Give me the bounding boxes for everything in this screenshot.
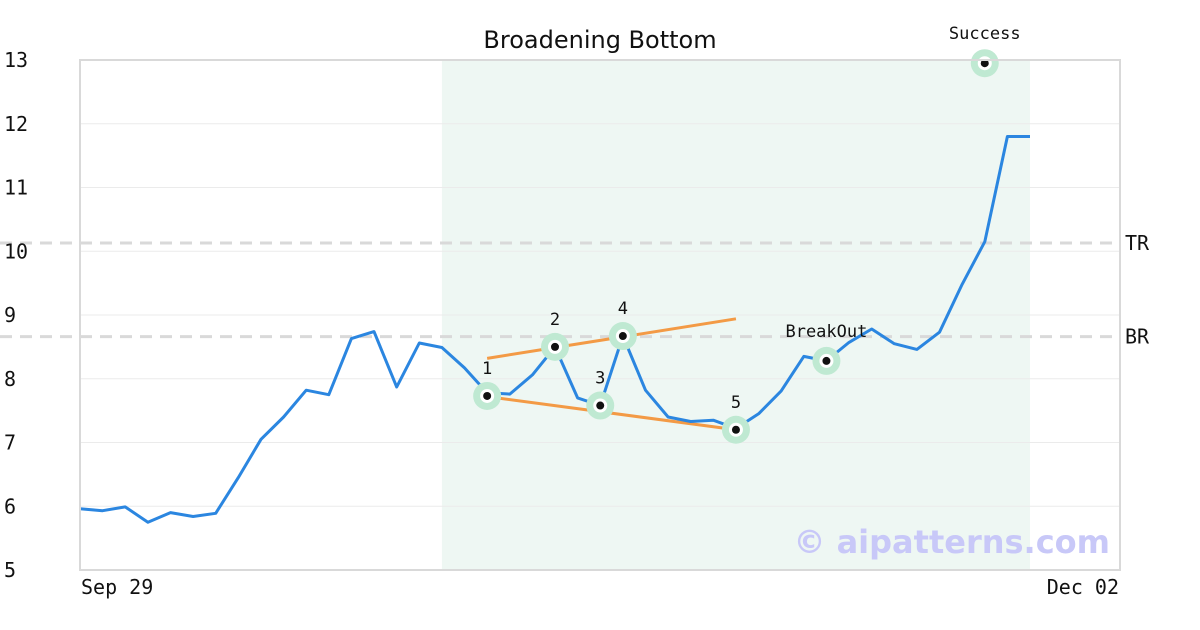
watermark: © aipatterns.com <box>793 523 1110 561</box>
y-tick-label: 12 <box>4 112 28 136</box>
point-label-3: 3 <box>595 369 605 389</box>
point-center-4 <box>618 332 627 341</box>
y-axis-ticks: 5 6 7 8 9 10 11 12 13 <box>4 48 28 582</box>
point-center-3 <box>596 401 605 410</box>
y-tick-label: 5 <box>4 558 16 582</box>
pattern-points: 1 2 3 4 5 BreakOut Success <box>473 24 1021 444</box>
y-tick-label: 6 <box>4 494 16 518</box>
y-tick-label: 10 <box>4 239 28 263</box>
point-label-4: 4 <box>618 299 628 319</box>
point-label-success: Success <box>949 24 1021 44</box>
level-label-tr: TR <box>1125 231 1150 255</box>
point-center-5 <box>731 425 740 434</box>
y-tick-label: 13 <box>4 48 28 72</box>
point-center-success <box>980 59 989 68</box>
x-end-label: Dec 02 <box>1047 575 1119 599</box>
plot-frame <box>79 59 1121 571</box>
level-label-br: BR <box>1125 325 1150 349</box>
x-start-label: Sep 29 <box>81 575 153 599</box>
point-label-1: 1 <box>482 359 492 379</box>
chart-title: Broadening Bottom <box>483 26 716 54</box>
point-label-5: 5 <box>731 393 741 413</box>
y-tick-label: 7 <box>4 431 16 455</box>
y-tick-label: 11 <box>4 176 28 200</box>
y-tick-label: 8 <box>4 367 16 391</box>
y-tick-label: 9 <box>4 303 16 327</box>
point-label-breakout: BreakOut <box>785 322 867 342</box>
gridlines <box>80 123 1120 507</box>
point-label-2: 2 <box>550 310 560 330</box>
point-center-1 <box>483 391 492 400</box>
point-center-2 <box>551 342 559 351</box>
point-center-breakout <box>822 356 831 365</box>
